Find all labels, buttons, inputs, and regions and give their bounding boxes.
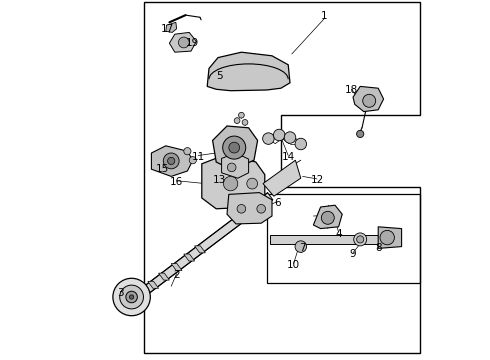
Circle shape	[273, 129, 285, 141]
Text: 16: 16	[170, 177, 183, 187]
Text: 17: 17	[161, 24, 174, 34]
Circle shape	[189, 157, 196, 164]
Polygon shape	[171, 264, 182, 271]
Circle shape	[168, 157, 175, 165]
Text: 11: 11	[192, 152, 205, 162]
Circle shape	[357, 236, 364, 243]
Text: 5: 5	[217, 71, 223, 81]
Polygon shape	[378, 227, 402, 248]
Polygon shape	[213, 126, 258, 167]
Circle shape	[222, 136, 245, 159]
Circle shape	[239, 112, 245, 118]
Circle shape	[229, 142, 240, 153]
Circle shape	[129, 295, 134, 299]
Text: 18: 18	[344, 85, 358, 95]
Text: 7: 7	[299, 243, 306, 253]
Text: 2: 2	[173, 270, 180, 280]
Circle shape	[284, 132, 296, 143]
Polygon shape	[195, 246, 205, 253]
Circle shape	[354, 233, 367, 246]
Text: 13: 13	[213, 175, 226, 185]
Polygon shape	[151, 146, 193, 176]
Polygon shape	[202, 155, 265, 209]
Polygon shape	[159, 273, 170, 280]
Polygon shape	[263, 160, 301, 196]
Text: 1: 1	[321, 11, 327, 21]
Polygon shape	[170, 32, 196, 52]
Circle shape	[363, 94, 376, 107]
Text: 8: 8	[375, 243, 382, 253]
Circle shape	[263, 133, 274, 144]
Circle shape	[247, 178, 258, 189]
Text: 15: 15	[156, 164, 169, 174]
Polygon shape	[314, 205, 342, 229]
Text: 6: 6	[274, 198, 281, 208]
Polygon shape	[142, 193, 273, 295]
Bar	[267, 194, 419, 283]
Text: 14: 14	[282, 152, 295, 162]
Circle shape	[120, 285, 144, 309]
Text: 3: 3	[118, 288, 124, 298]
Circle shape	[237, 204, 245, 213]
Circle shape	[295, 138, 307, 150]
Circle shape	[295, 241, 307, 252]
Circle shape	[184, 148, 191, 155]
Circle shape	[126, 291, 137, 303]
Circle shape	[257, 204, 266, 213]
Polygon shape	[221, 153, 248, 178]
Polygon shape	[207, 52, 290, 91]
Circle shape	[178, 37, 189, 48]
Circle shape	[242, 120, 248, 125]
Circle shape	[357, 130, 364, 138]
Bar	[270, 235, 386, 244]
Circle shape	[380, 230, 394, 245]
Circle shape	[163, 153, 179, 169]
Text: 19: 19	[186, 38, 199, 48]
Polygon shape	[227, 193, 272, 224]
Polygon shape	[166, 22, 176, 32]
Text: 9: 9	[350, 249, 356, 259]
Circle shape	[223, 176, 238, 191]
Text: 10: 10	[287, 260, 300, 270]
Text: 4: 4	[335, 229, 342, 239]
Text: 12: 12	[310, 175, 323, 185]
Circle shape	[113, 278, 150, 316]
Polygon shape	[353, 86, 384, 112]
Circle shape	[227, 163, 236, 172]
Polygon shape	[184, 254, 195, 261]
Circle shape	[321, 211, 334, 224]
Polygon shape	[148, 281, 159, 288]
Circle shape	[234, 118, 240, 123]
